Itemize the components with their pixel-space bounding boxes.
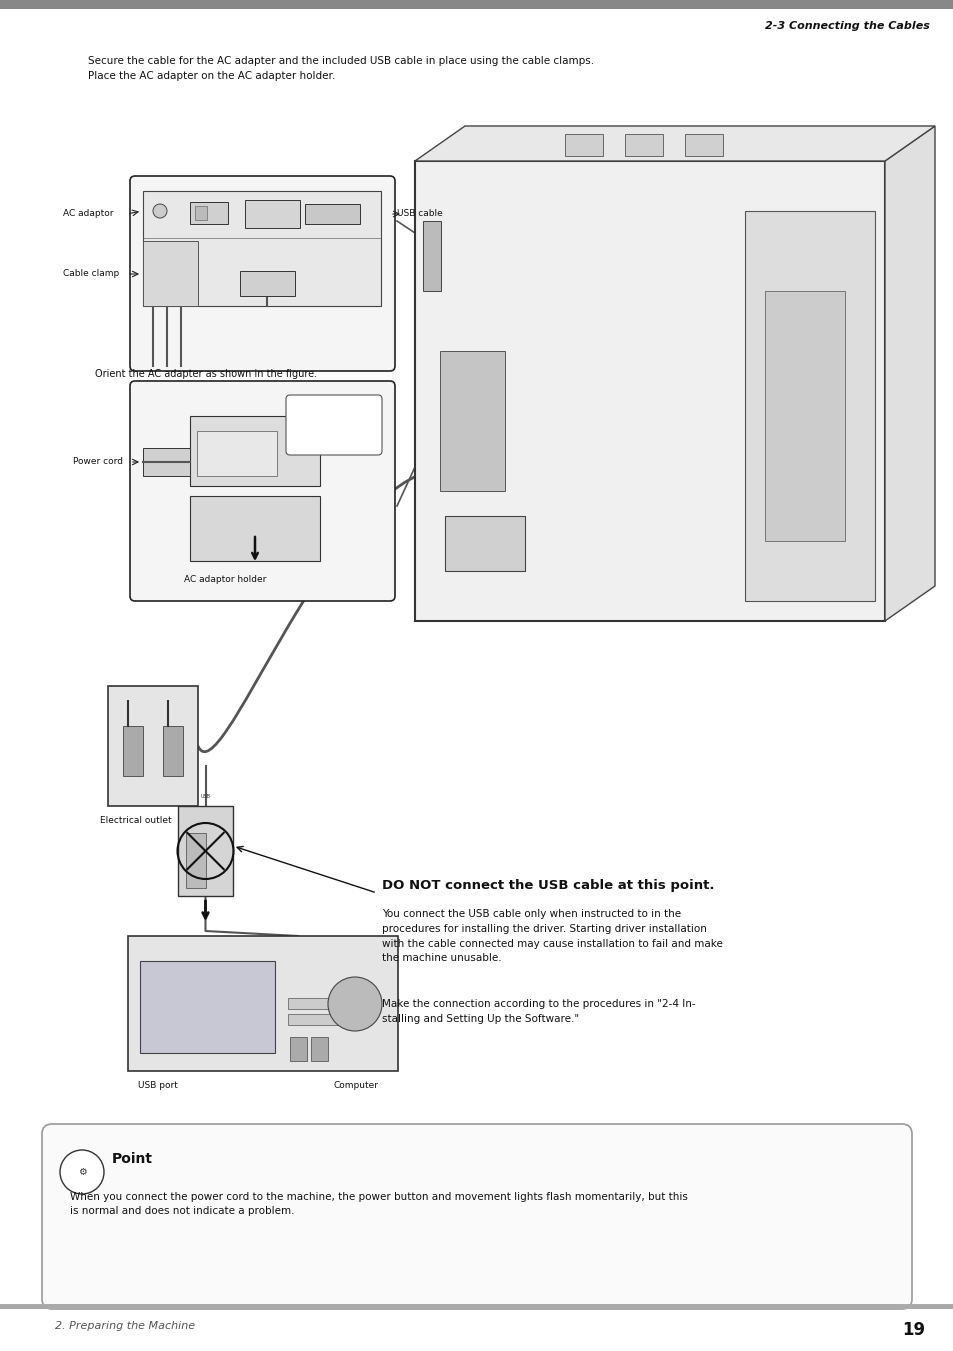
Bar — [194, 205, 207, 220]
Bar — [564, 134, 602, 155]
Bar — [190, 496, 319, 561]
Text: 2. Preparing the Machine: 2. Preparing the Machine — [55, 1321, 195, 1331]
Text: When you connect the power cord to the machine, the power button and movement li: When you connect the power cord to the m… — [70, 1192, 687, 1216]
Circle shape — [60, 1150, 104, 1194]
Text: Cable clamp: Cable clamp — [63, 269, 119, 278]
Text: Electrical outlet: Electrical outlet — [100, 816, 172, 825]
Bar — [311, 1038, 328, 1061]
Bar — [140, 961, 274, 1052]
Circle shape — [328, 977, 381, 1031]
Text: Make the connection according to the procedures in "2-4 In-
stalling and Setting: Make the connection according to the pro… — [381, 998, 695, 1024]
Bar — [143, 190, 380, 305]
FancyBboxPatch shape — [42, 1124, 911, 1309]
Text: AC adaptor: AC adaptor — [63, 209, 113, 219]
Bar — [764, 290, 844, 540]
Text: Point: Point — [112, 1152, 152, 1166]
Polygon shape — [415, 126, 934, 161]
Bar — [163, 725, 183, 775]
FancyBboxPatch shape — [130, 176, 395, 372]
Text: DO NOT connect the USB cable at this point.: DO NOT connect the USB cable at this poi… — [381, 880, 714, 892]
Bar — [624, 134, 662, 155]
Bar — [108, 686, 198, 807]
Bar — [190, 203, 228, 224]
Text: The "Roland" logo is
visible.: The "Roland" logo is visible. — [294, 415, 374, 435]
Bar — [143, 240, 198, 305]
Bar — [0, 1304, 953, 1309]
Text: Power cord: Power cord — [73, 458, 123, 466]
Text: You connect the USB cable only when instructed to in the
procedures for installi: You connect the USB cable only when inst… — [381, 909, 722, 963]
Text: ⚙: ⚙ — [77, 1167, 87, 1177]
Bar — [288, 998, 359, 1009]
FancyBboxPatch shape — [130, 381, 395, 601]
Bar — [143, 449, 190, 476]
Bar — [744, 211, 874, 601]
Bar — [0, 0, 953, 9]
Text: USB port: USB port — [138, 1081, 177, 1090]
Bar — [245, 200, 299, 228]
Text: USB: USB — [200, 793, 211, 798]
Bar — [288, 1015, 359, 1025]
Polygon shape — [884, 126, 934, 621]
Circle shape — [152, 204, 167, 218]
Bar — [186, 834, 206, 888]
Bar — [305, 204, 359, 224]
Text: Secure the cable for the AC adapter and the included USB cable in place using th: Secure the cable for the AC adapter and … — [88, 55, 594, 81]
Bar — [196, 431, 276, 476]
Text: Computer: Computer — [333, 1081, 377, 1090]
Text: Orient the AC adapter as shown in the figure.: Orient the AC adapter as shown in the fi… — [95, 369, 316, 380]
Bar — [240, 272, 294, 296]
Text: AC adaptor holder: AC adaptor holder — [184, 576, 266, 584]
Bar — [123, 725, 143, 775]
Bar — [128, 936, 397, 1071]
Bar — [684, 134, 722, 155]
Bar — [439, 351, 504, 490]
Bar — [444, 516, 524, 571]
Bar — [190, 416, 319, 486]
Bar — [422, 222, 440, 290]
FancyBboxPatch shape — [286, 394, 381, 455]
Text: USB cable: USB cable — [396, 209, 442, 219]
Bar — [415, 161, 884, 621]
Bar — [178, 807, 233, 896]
Bar — [290, 1038, 307, 1061]
Text: 19: 19 — [901, 1321, 924, 1339]
Text: 2-3 Connecting the Cables: 2-3 Connecting the Cables — [764, 22, 929, 31]
